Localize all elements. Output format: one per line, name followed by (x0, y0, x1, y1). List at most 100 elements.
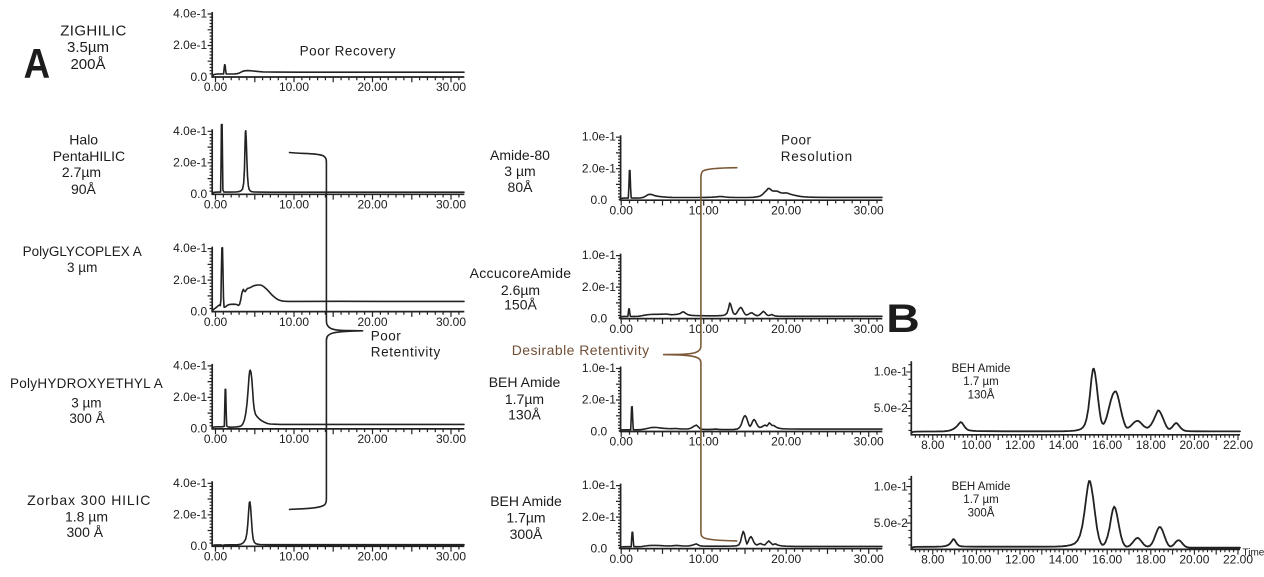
svg-text:1.0e-1: 1.0e-1 (582, 248, 616, 262)
svg-text:12.00: 12.00 (1005, 552, 1035, 566)
svg-text:1.7µm: 1.7µm (506, 509, 545, 525)
svg-text:150Å: 150Å (504, 297, 537, 313)
svg-text:10.00: 10.00 (689, 552, 719, 566)
svg-text:10.00: 10.00 (279, 432, 309, 446)
svg-text:14.00: 14.00 (1049, 552, 1079, 566)
svg-text:2.7µm: 2.7µm (62, 164, 101, 180)
svg-text:PolyGLYCOPLEX A: PolyGLYCOPLEX A (23, 244, 142, 259)
svg-text:Resolution: Resolution (781, 149, 853, 164)
svg-text:1.8 µm: 1.8 µm (65, 508, 108, 524)
svg-text:0.0: 0.0 (591, 541, 608, 555)
svg-text:5.0e-2: 5.0e-2 (874, 401, 908, 415)
svg-text:20.00: 20.00 (771, 203, 801, 217)
svg-text:2.0e-1: 2.0e-1 (582, 280, 616, 294)
svg-text:10.00: 10.00 (279, 80, 309, 94)
svg-text:PolyHYDROXYETHYL A: PolyHYDROXYETHYL A (10, 376, 163, 391)
svg-text:0.00: 0.00 (204, 198, 228, 212)
svg-text:1.7 µm: 1.7 µm (963, 494, 998, 506)
svg-text:Time: Time (1243, 547, 1264, 558)
svg-text:2.0e-1: 2.0e-1 (582, 510, 616, 524)
svg-text:B: B (886, 297, 920, 341)
svg-text:0.00: 0.00 (610, 435, 634, 449)
svg-text:80Å: 80Å (508, 179, 534, 195)
svg-text:0.0: 0.0 (191, 70, 208, 84)
svg-text:3.5µm: 3.5µm (67, 39, 109, 56)
svg-text:1.0e-1: 1.0e-1 (874, 479, 908, 493)
svg-text:Poor: Poor (781, 133, 812, 148)
svg-text:A: A (24, 40, 50, 87)
svg-text:2.0e-1: 2.0e-1 (173, 390, 207, 404)
svg-text:0.00: 0.00 (204, 550, 228, 564)
svg-text:0.0: 0.0 (591, 311, 608, 325)
svg-text:16.00: 16.00 (1092, 438, 1122, 452)
svg-text:18.00: 18.00 (1136, 438, 1166, 452)
svg-text:22.00: 22.00 (1223, 552, 1253, 566)
svg-text:10.00: 10.00 (279, 198, 309, 212)
svg-text:1.7µm: 1.7µm (505, 391, 544, 407)
svg-text:16.00: 16.00 (1092, 552, 1122, 566)
svg-text:BEH Amide: BEH Amide (490, 493, 562, 509)
svg-text:Amide-80: Amide-80 (490, 147, 550, 163)
svg-text:130Å: 130Å (508, 407, 541, 423)
svg-text:3 µm: 3 µm (67, 260, 97, 275)
svg-text:10.00: 10.00 (689, 435, 719, 449)
svg-text:20.00: 20.00 (771, 322, 801, 336)
svg-text:BEH Amide: BEH Amide (489, 374, 561, 390)
svg-text:14.00: 14.00 (1049, 438, 1079, 452)
svg-text:0.00: 0.00 (610, 203, 634, 217)
svg-text:30.00: 30.00 (436, 198, 466, 212)
svg-text:2.0e-1: 2.0e-1 (173, 156, 207, 170)
svg-text:20.00: 20.00 (357, 550, 387, 564)
svg-text:300 Å: 300 Å (67, 524, 104, 540)
svg-text:20.00: 20.00 (357, 432, 387, 446)
svg-text:300 Å: 300 Å (69, 411, 104, 426)
svg-text:1.0e-1: 1.0e-1 (582, 130, 616, 144)
svg-text:300Å: 300Å (510, 526, 543, 542)
svg-text:8.00: 8.00 (921, 438, 945, 452)
svg-text:130Å: 130Å (968, 389, 995, 402)
svg-text:0.0: 0.0 (191, 304, 208, 318)
svg-text:Poor Recovery: Poor Recovery (300, 44, 396, 59)
svg-text:0.00: 0.00 (610, 552, 634, 566)
svg-text:Desirable Retentivity: Desirable Retentivity (512, 342, 650, 358)
svg-text:2.0e-1: 2.0e-1 (582, 161, 616, 175)
svg-text:0.0: 0.0 (191, 422, 208, 436)
svg-text:18.00: 18.00 (1136, 552, 1166, 566)
svg-text:Halo: Halo (69, 132, 98, 148)
svg-text:1.0e-1: 1.0e-1 (582, 478, 616, 492)
svg-text:10.00: 10.00 (961, 552, 991, 566)
svg-text:20.00: 20.00 (1179, 552, 1209, 566)
svg-text:20.00: 20.00 (357, 80, 387, 94)
svg-text:30.00: 30.00 (436, 80, 466, 94)
svg-text:PentaHILIC: PentaHILIC (53, 148, 125, 164)
svg-text:Poor: Poor (371, 328, 402, 343)
svg-text:2.0e-1: 2.0e-1 (582, 393, 616, 407)
svg-text:10.00: 10.00 (961, 438, 991, 452)
svg-text:10.00: 10.00 (689, 322, 719, 336)
svg-text:30.00: 30.00 (854, 203, 884, 217)
svg-text:12.00: 12.00 (1005, 438, 1035, 452)
svg-text:30.00: 30.00 (854, 322, 884, 336)
svg-text:22.00: 22.00 (1223, 438, 1253, 452)
svg-text:0.0: 0.0 (191, 539, 208, 553)
svg-text:2.6µm: 2.6µm (501, 282, 540, 298)
svg-text:1.7 µm: 1.7 µm (963, 376, 998, 388)
svg-text:0.00: 0.00 (204, 80, 228, 94)
svg-text:4.0e-1: 4.0e-1 (173, 476, 207, 490)
svg-text:2.0e-1: 2.0e-1 (173, 508, 207, 522)
svg-text:4.0e-1: 4.0e-1 (173, 7, 207, 21)
svg-text:8.00: 8.00 (921, 552, 945, 566)
svg-text:0.0: 0.0 (591, 193, 608, 207)
svg-text:BEH Amide: BEH Amide (952, 481, 1011, 493)
svg-text:4.0e-1: 4.0e-1 (173, 124, 207, 138)
svg-text:30.00: 30.00 (436, 315, 466, 329)
svg-text:3 µm: 3 µm (71, 395, 101, 410)
svg-text:30.00: 30.00 (854, 435, 884, 449)
svg-text:ZIGHILIC: ZIGHILIC (60, 23, 127, 40)
svg-text:0.00: 0.00 (204, 315, 228, 329)
svg-text:10.00: 10.00 (279, 315, 309, 329)
svg-text:4.0e-1: 4.0e-1 (173, 241, 207, 255)
svg-text:0.00: 0.00 (204, 432, 228, 446)
svg-text:30.00: 30.00 (436, 432, 466, 446)
svg-text:3 µm: 3 µm (504, 163, 535, 179)
